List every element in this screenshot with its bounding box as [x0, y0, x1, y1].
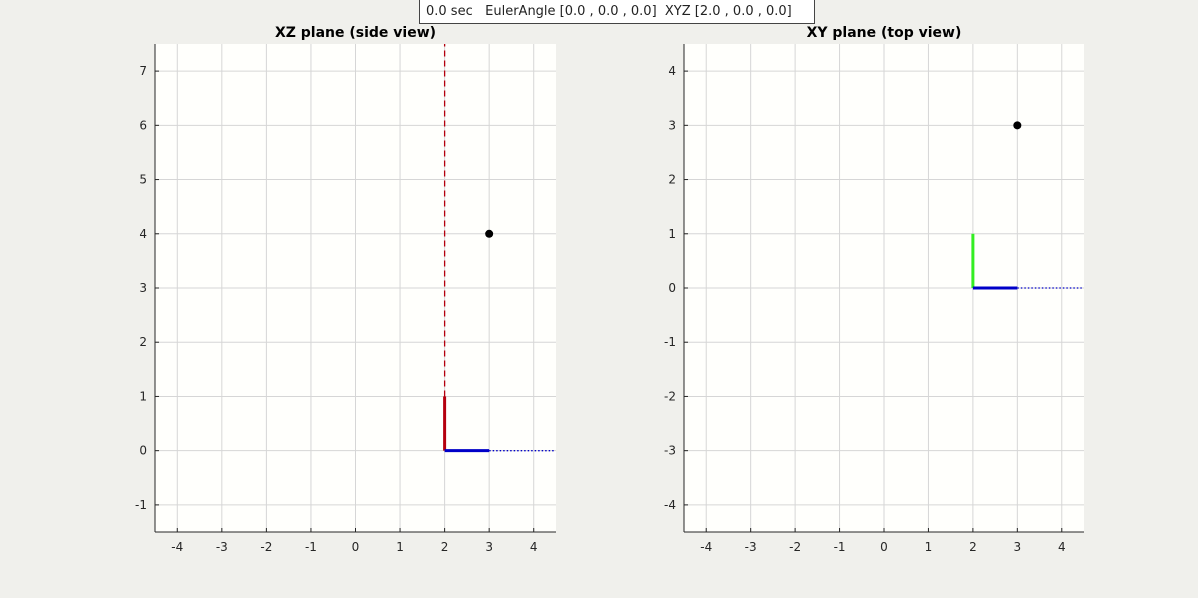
y-tick-label: 2: [139, 335, 147, 349]
x-tick-label: 2: [441, 540, 449, 554]
y-tick-label: 1: [668, 227, 676, 241]
x-tick-label: 3: [1014, 540, 1022, 554]
xy-plane-plot: -4 -3 -2 -1 0 1 2 3 4 -4 -3 -2 -1 0 1 2 3 4 XY plane (top …: [664, 25, 1084, 554]
data-point: [1013, 121, 1022, 130]
x-tick-label: -4: [171, 540, 183, 554]
y-tick-label: -2: [664, 389, 676, 403]
y-tick-label: 6: [139, 118, 147, 132]
x-tick-label: 4: [530, 540, 538, 554]
data-point: [485, 229, 494, 238]
x-tick-label: -3: [745, 540, 757, 554]
y-tick-label: 2: [668, 173, 676, 187]
x-tick-label: -1: [305, 540, 317, 554]
y-tick-label: 0: [668, 281, 676, 295]
x-tick-label: 3: [485, 540, 493, 554]
y-tick-label: -4: [664, 498, 676, 512]
x-tick-label: 1: [396, 540, 404, 554]
x-tick-label: -2: [260, 540, 272, 554]
time-readout: 0.0 sec: [426, 4, 473, 19]
x-tick-label: -4: [700, 540, 712, 554]
y-tick-label: 3: [668, 118, 676, 132]
x-tick-label: 1: [925, 540, 933, 554]
y-tick-label: 7: [139, 64, 147, 78]
status-readout: 0.0 sec EulerAngle [0.0 , 0.0 , 0.0] XYZ…: [419, 0, 815, 24]
y-tick-label: 5: [139, 173, 147, 187]
x-tick-label: -2: [789, 540, 801, 554]
x-tick-label: 0: [352, 540, 360, 554]
x-tick-label: -3: [216, 540, 228, 554]
y-tick-label: 4: [139, 227, 147, 241]
plot-title: XY plane (top view): [807, 25, 962, 41]
xz-plane-plot: -4 -3 -2 -1 0 1 2 3 4 -1 0 1 2 3 4 5 6 7 XZ plane (side vi…: [135, 25, 556, 554]
x-tick-label: -1: [834, 540, 846, 554]
y-tick-label: 4: [668, 64, 676, 78]
x-tick-label: 4: [1058, 540, 1066, 554]
y-tick-label: -3: [664, 444, 676, 458]
plot-title: XZ plane (side view): [275, 25, 436, 41]
y-tick-label: -1: [135, 498, 147, 512]
x-tick-label: 0: [880, 540, 888, 554]
xyz-readout: XYZ [2.0 , 0.0 , 0.0]: [664, 4, 792, 19]
y-tick-label: -1: [664, 335, 676, 349]
x-tick-label: 2: [969, 540, 977, 554]
y-tick-label: 0: [139, 444, 147, 458]
euler-angle-readout: EulerAngle [0.0 , 0.0 , 0.0]: [485, 4, 657, 19]
y-tick-label: 3: [139, 281, 147, 295]
y-tick-label: 1: [139, 389, 147, 403]
